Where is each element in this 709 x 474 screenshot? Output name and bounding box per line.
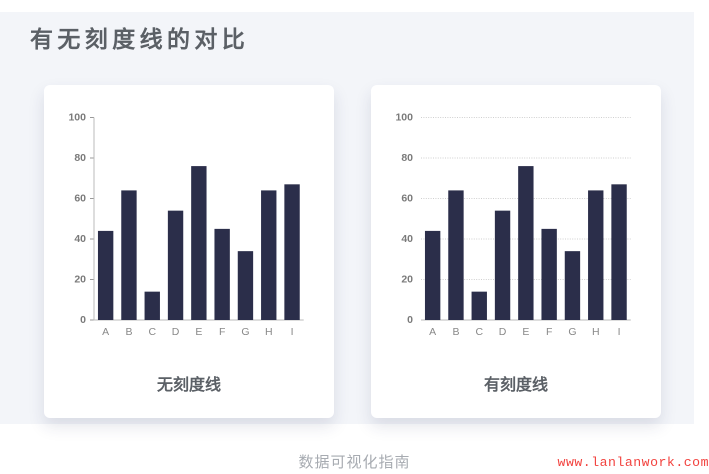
svg-text:D: D bbox=[172, 326, 180, 338]
svg-text:I: I bbox=[291, 326, 294, 338]
svg-text:H: H bbox=[265, 326, 273, 338]
svg-text:G: G bbox=[241, 326, 249, 338]
svg-text:40: 40 bbox=[401, 233, 413, 245]
svg-text:C: C bbox=[475, 326, 483, 338]
svg-text:0: 0 bbox=[407, 314, 413, 326]
svg-text:F: F bbox=[219, 326, 225, 338]
svg-text:40: 40 bbox=[74, 233, 86, 245]
svg-text:A: A bbox=[429, 326, 436, 338]
svg-text:80: 80 bbox=[74, 152, 86, 164]
svg-text:H: H bbox=[592, 326, 600, 338]
svg-text:D: D bbox=[499, 326, 507, 338]
svg-text:20: 20 bbox=[74, 274, 86, 286]
svg-text:I: I bbox=[618, 326, 621, 338]
svg-text:A: A bbox=[102, 326, 109, 338]
svg-text:E: E bbox=[195, 326, 202, 338]
svg-text:80: 80 bbox=[401, 152, 413, 164]
svg-text:100: 100 bbox=[395, 112, 413, 124]
svg-text:B: B bbox=[125, 326, 132, 338]
svg-text:F: F bbox=[546, 326, 552, 338]
svg-text:E: E bbox=[522, 326, 529, 338]
svg-text:B: B bbox=[452, 326, 459, 338]
svg-text:G: G bbox=[568, 326, 576, 338]
svg-text:0: 0 bbox=[80, 314, 86, 326]
svg-text:60: 60 bbox=[401, 193, 413, 205]
svg-text:60: 60 bbox=[74, 193, 86, 205]
svg-text:20: 20 bbox=[401, 274, 413, 286]
svg-text:100: 100 bbox=[68, 112, 86, 124]
svg-text:C: C bbox=[148, 326, 156, 338]
